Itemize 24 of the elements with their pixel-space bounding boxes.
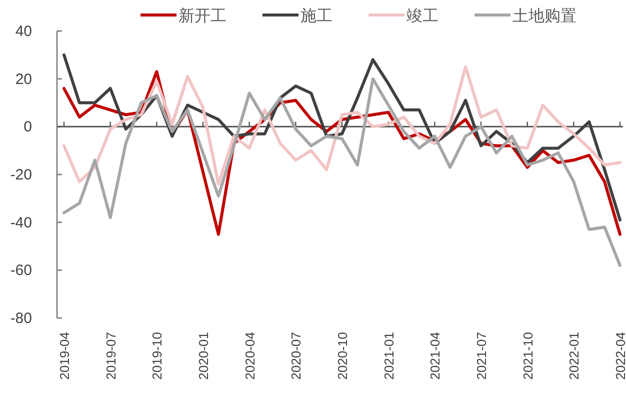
y-tick-label: -80 [10,310,32,327]
y-tick-label: 20 [15,70,32,88]
y-tick-label: 0 [24,118,32,136]
x-tick-label: 2021-04 [428,332,443,380]
x-tick-label: 2021-10 [520,332,536,380]
x-tick-label: 2020-07 [288,332,304,380]
x-tick-label: 2019-07 [103,332,118,380]
y-tick-label: 40 [15,23,32,40]
y-tick-label: -40 [10,214,32,232]
y-tick-label: -20 [10,166,32,184]
y-tick-label: -60 [10,262,32,280]
legend-label: 新开工 [178,7,226,25]
legend-label: 施工 [300,7,332,25]
x-tick-label: 2022-01 [566,332,582,380]
x-tick-label: 2021-01 [381,332,396,380]
x-tick-label: 2021-07 [474,332,489,380]
legend-label: 竣工 [406,7,438,25]
x-tick-label: 2020-04 [242,332,258,380]
legend-label: 土地购置 [512,7,576,25]
x-tick-label: 2020-10 [335,332,350,380]
x-tick-label: 2019-10 [150,332,165,380]
x-tick-label: 2019-04 [57,332,72,380]
x-tick-label: 2020-01 [196,332,211,380]
x-tick-label: 2022-04 [613,332,626,380]
